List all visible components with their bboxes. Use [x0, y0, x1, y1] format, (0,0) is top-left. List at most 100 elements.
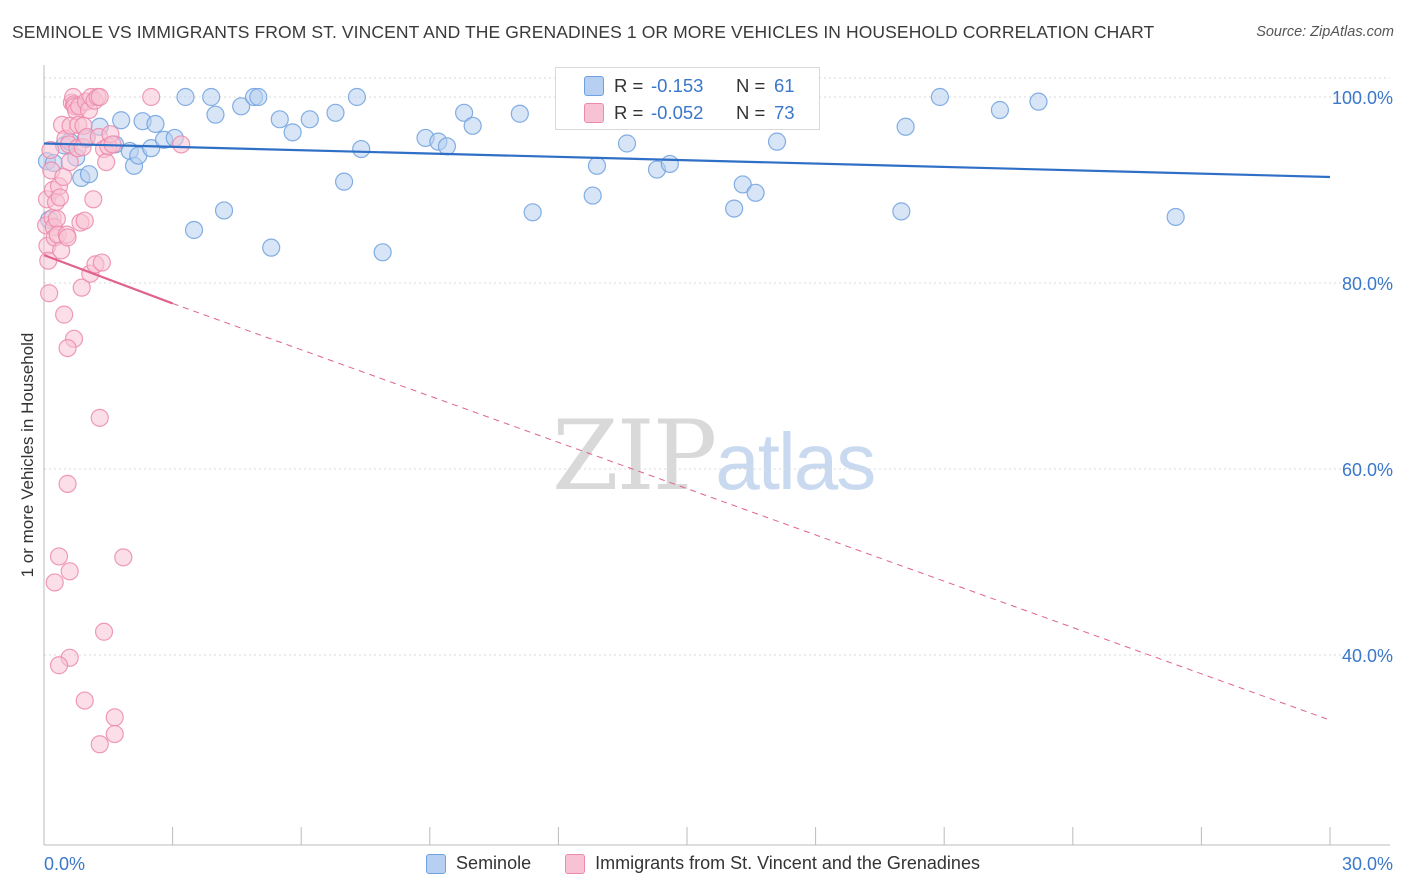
seminole-point-43 [523, 203, 542, 222]
seminole-point-55 [892, 202, 911, 221]
seminole-point-32 [326, 103, 345, 122]
seminole-point-45 [583, 186, 602, 205]
bottom-legend: Seminole Immigrants from St. Vincent and… [0, 853, 1406, 874]
legend-immigrants-swatch [565, 853, 586, 874]
immigrants-point-67 [105, 724, 124, 744]
immigrants-point-52 [97, 153, 116, 172]
immigrants-point-19 [55, 305, 74, 324]
seminole-point-22 [202, 87, 221, 107]
seminole-point-29 [270, 110, 289, 129]
immigrants-point-49 [90, 87, 109, 107]
chart-source: Source: ZipAtlas.com [1256, 24, 1394, 40]
seminole-r-label: R = [614, 75, 644, 96]
seminole-point-39 [437, 137, 457, 156]
y-tick-label-100: 100.0% [1332, 88, 1393, 108]
seminole-point-35 [352, 139, 371, 159]
immigrants-point-4 [40, 284, 59, 303]
seminole-point-31 [300, 110, 319, 129]
legend-item-seminole[interactable]: Seminole [426, 853, 531, 874]
watermark: ZIPatlas [552, 400, 876, 512]
chart-title: SEMINOLE VS IMMIGRANTS FROM ST. VINCENT … [12, 22, 1155, 42]
immigrants-swatch [584, 103, 604, 123]
immigrants-r-label: R = [614, 102, 644, 123]
y-axis-label: 1 or more Vehicles in Household [18, 332, 37, 578]
immigrants-point-50 [92, 253, 111, 272]
seminole-point-34 [347, 87, 367, 107]
immigrants-point-35 [72, 278, 91, 297]
immigrants-point-22 [58, 228, 77, 247]
immigrants-point-57 [58, 474, 77, 493]
immigrants-point-5 [41, 140, 60, 160]
watermark-zip: ZIP [552, 400, 717, 512]
seminole-point-51 [725, 199, 744, 218]
x-tick-label-max: 30.0% [1342, 854, 1393, 874]
immigrants-point-65 [75, 691, 94, 710]
immigrants-point-72 [172, 135, 191, 154]
seminole-point-56 [896, 117, 915, 136]
seminole-point-40 [454, 103, 474, 122]
seminole-point-16 [142, 139, 161, 158]
immigrants-trendline-2 [172, 302, 1331, 721]
legend-item-immigrants[interactable]: Immigrants from St. Vincent and the Gren… [565, 853, 980, 874]
seminole-point-28 [262, 238, 281, 257]
seminole-point-57 [930, 87, 950, 107]
x-tick-label-min: 0.0% [44, 854, 85, 874]
seminole-point-25 [232, 97, 251, 116]
stats-legend-box: R = -0.153 N = 61 R = -0.052 N = 73 [555, 67, 820, 130]
immigrants-point-60 [45, 573, 64, 592]
seminole-point-8 [79, 165, 99, 184]
immigrants-point-59 [60, 562, 79, 581]
legend-immigrants-label: Immigrants from St. Vincent and the Gren… [595, 853, 980, 873]
immigrants-point-64 [49, 656, 69, 675]
seminole-n-label: N = [736, 75, 766, 96]
immigrants-trendline-1 [43, 254, 173, 305]
immigrants-point-58 [49, 547, 69, 566]
seminole-point-36 [373, 243, 392, 262]
seminole-point-23 [206, 105, 225, 124]
stats-row-seminole: R = -0.153 N = 61 [556, 73, 819, 99]
immigrants-point-66 [105, 708, 124, 727]
seminole-point-11 [112, 111, 131, 130]
immigrants-point-71 [142, 87, 161, 107]
y-tick-label-60: 60.0% [1342, 460, 1393, 480]
legend-seminole-swatch [426, 853, 447, 874]
seminole-point-53 [746, 183, 765, 202]
seminole-trendline-0 [43, 142, 1331, 179]
immigrants-n-label: N = [736, 102, 766, 123]
seminole-n-value: 61 [774, 75, 795, 96]
immigrants-point-12 [47, 209, 66, 228]
legend-seminole-label: Seminole [456, 853, 532, 873]
seminole-r-value: -0.153 [651, 75, 704, 96]
immigrants-point-24 [60, 153, 79, 172]
seminole-point-58 [990, 100, 1010, 120]
seminole-point-41 [463, 116, 482, 135]
seminole-point-24 [214, 201, 234, 220]
seminole-point-52 [733, 175, 752, 194]
immigrants-point-44 [84, 190, 103, 209]
seminole-point-20 [176, 87, 195, 107]
seminole-point-54 [767, 132, 787, 151]
seminole-point-60 [1166, 207, 1185, 227]
immigrants-point-70 [58, 339, 77, 358]
immigrants-n-value: 73 [774, 102, 795, 123]
seminole-point-27 [249, 87, 268, 107]
y-tick-label-40: 40.0% [1342, 646, 1393, 666]
seminole-point-17 [146, 114, 165, 134]
watermark-atlas: atlas [715, 417, 876, 506]
stats-row-immigrants: R = -0.052 N = 73 [556, 100, 819, 126]
immigrants-point-15 [50, 188, 69, 207]
seminole-point-46 [587, 156, 607, 175]
seminole-point-30 [283, 123, 302, 142]
immigrants-point-38 [75, 211, 94, 230]
seminole-point-47 [617, 134, 637, 153]
immigrants-r-value: -0.052 [651, 102, 704, 123]
seminole-point-33 [334, 172, 354, 191]
seminole-swatch [584, 76, 604, 96]
seminole-point-59 [1029, 92, 1048, 111]
immigrants-point-68 [90, 735, 109, 754]
immigrants-point-62 [94, 622, 114, 641]
immigrants-point-61 [114, 548, 133, 567]
seminole-point-42 [510, 104, 529, 123]
immigrants-point-56 [90, 408, 109, 427]
